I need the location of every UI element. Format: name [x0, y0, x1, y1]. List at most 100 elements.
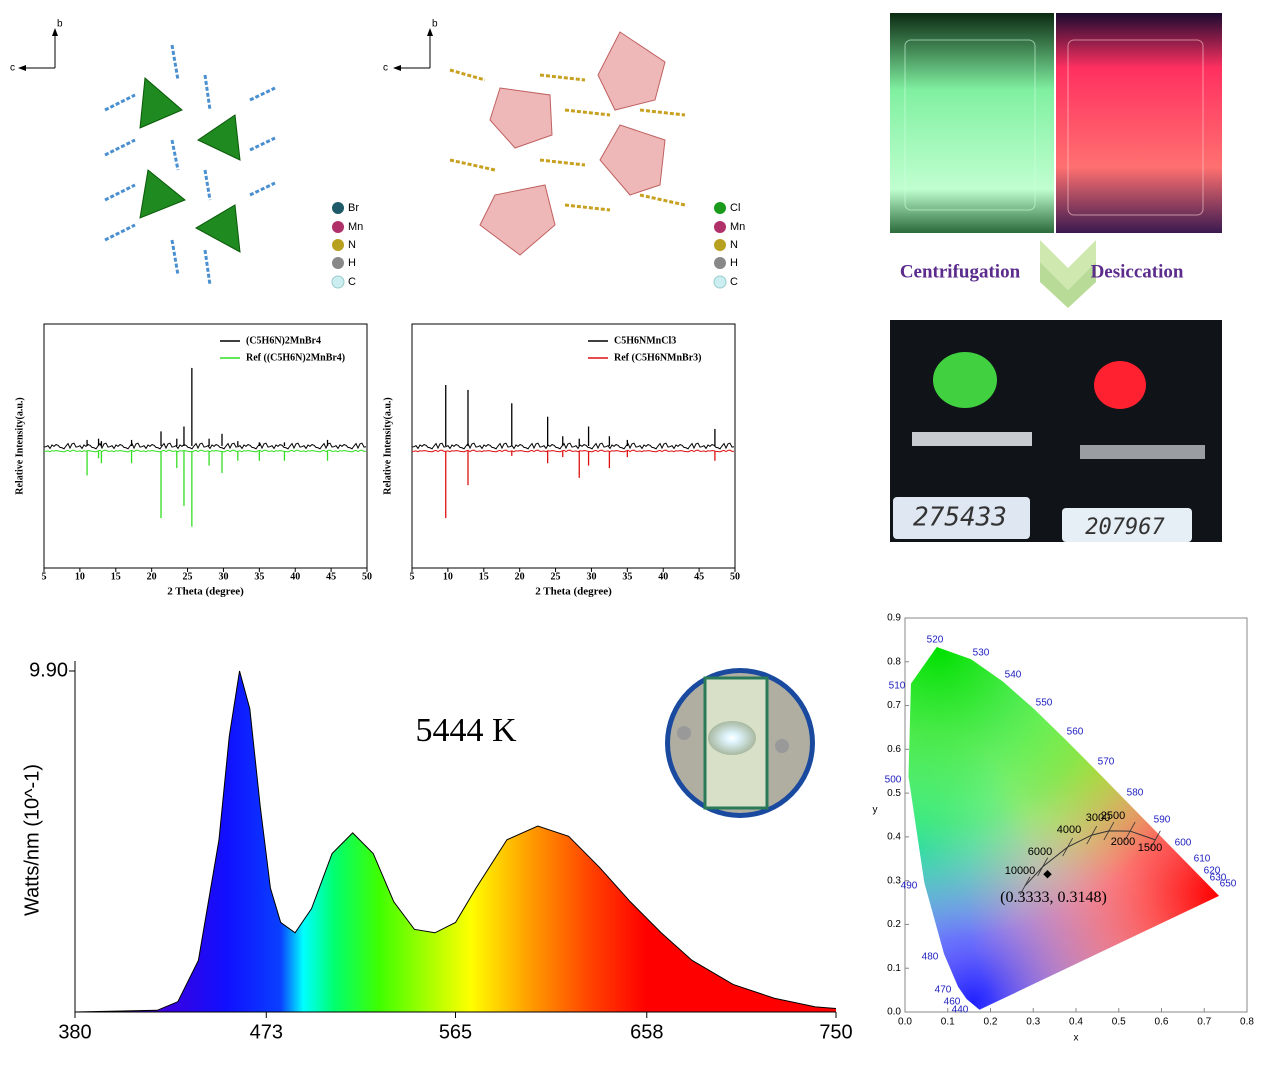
crystal-structure-left: b c: [10, 19, 276, 286]
y-tick-label: 0.1: [887, 963, 901, 974]
wavelength-label: 560: [1067, 727, 1084, 738]
led-photo: [665, 668, 815, 818]
legend-label: N: [730, 239, 738, 251]
display: [1062, 508, 1192, 542]
y-tick-label: 0.7: [887, 700, 901, 711]
chromaticity-point: [1043, 869, 1052, 879]
x-tick-label: 25: [551, 571, 561, 582]
green-powder: [933, 352, 997, 408]
isotherm: [1037, 857, 1049, 876]
legend-label: H: [348, 257, 356, 269]
x-tick-label: 35: [622, 571, 632, 582]
atom-legend-right: Cl Mn N H C: [713, 202, 745, 289]
x-tick-label: 10: [75, 571, 85, 582]
x-tick-label: 0.7: [1197, 1017, 1211, 1028]
legend-label: C: [730, 276, 738, 288]
y-tick-label: 0.9: [887, 613, 901, 624]
baseline-noise: [411, 449, 735, 453]
tetrahedron: [196, 114, 241, 161]
wavelength-label: 610: [1194, 854, 1211, 865]
tetrahedron: [139, 169, 186, 219]
x-tick-label: 658: [630, 1021, 663, 1043]
x-tick-label: 0.3: [1026, 1017, 1040, 1028]
legend-label: Ref ((C5H6N)2MnBr4): [246, 352, 345, 363]
beaker: [1067, 39, 1204, 216]
wavelength-label: 650: [1220, 879, 1237, 890]
legend-label: N: [348, 239, 356, 251]
atom: [714, 257, 726, 269]
annotation: 5444 K: [415, 712, 517, 749]
x-tick-label: 0.2: [984, 1017, 998, 1028]
cct-label: 10000: [1005, 865, 1036, 877]
spectrum-area: [75, 671, 836, 1012]
wavelength-label: 530: [973, 648, 990, 659]
y-tick-label: 0.3: [887, 875, 901, 886]
wavelength-label: 480: [922, 952, 939, 963]
y-tick-label: 0.0: [887, 1007, 901, 1018]
x-tick-label: 473: [250, 1021, 283, 1043]
x-tick-label: 0.4: [1069, 1017, 1083, 1028]
photo-green: [890, 13, 1054, 233]
atom: [332, 221, 344, 233]
x-tick-label: 10: [443, 571, 453, 582]
baseline-noise: [43, 449, 367, 453]
plot-frame: [43, 323, 368, 569]
wavelength-label: 580: [1127, 788, 1144, 799]
wavelength-label: 550: [1036, 698, 1053, 709]
legend-label: C: [348, 276, 356, 288]
step-label: Centrifugation: [900, 261, 1021, 282]
screw: [775, 739, 789, 753]
legend-label: Mn: [348, 221, 363, 233]
x-tick-label: 40: [290, 571, 300, 582]
beaker: [904, 39, 1036, 211]
x-tick-label: 25: [183, 571, 193, 582]
atom: [331, 275, 345, 289]
isotherm: [1124, 821, 1136, 841]
x-tick-label: 0.5: [1112, 1017, 1126, 1028]
axis-label: b: [57, 19, 63, 30]
baseline-noise: [43, 442, 367, 450]
y-tick-label: 0.5: [887, 788, 901, 799]
photo-powders: 275433 207967: [890, 320, 1222, 542]
wavelength-label: 440: [952, 1005, 969, 1016]
balance-pan: [912, 432, 1032, 446]
x-tick-label: 45: [694, 571, 704, 582]
y-axis-label: Relative Intensity(a.u.): [14, 397, 25, 495]
legend-label: Br: [348, 202, 359, 214]
cct-label: 2500: [1101, 810, 1125, 822]
wavelength-label: 540: [1005, 670, 1022, 681]
atom-legend-left: Br Mn N H C: [331, 202, 363, 289]
wavelength-label: 520: [927, 635, 944, 646]
x-tick-label: 45: [326, 571, 336, 582]
point-label: (0.3333, 0.3148): [1000, 889, 1107, 906]
wavelength-label: 630: [1210, 873, 1227, 884]
balance-reading: 275433: [913, 503, 1007, 533]
x-tick-label: 565: [439, 1021, 472, 1043]
molecules: [449, 68, 686, 212]
legend-label: H: [730, 257, 738, 269]
wavelength-label: 500: [885, 775, 902, 786]
isotherm: [1062, 837, 1074, 857]
x-axis-label: 2 Theta (degree): [167, 586, 244, 598]
atom: [332, 202, 344, 214]
axis-label: b: [432, 19, 438, 30]
step-label: Desiccation: [1091, 261, 1184, 282]
axis-label: c: [383, 63, 388, 74]
crystal-structure-right: b c: [383, 19, 686, 256]
baseline-noise: [411, 442, 735, 450]
wavelength-label: 600: [1175, 838, 1192, 849]
x-tick-label: 15: [479, 571, 489, 582]
isotherm: [1103, 821, 1115, 841]
x-tick-label: 50: [362, 571, 372, 582]
chevron: [1040, 262, 1096, 308]
balance-pan: [1080, 445, 1205, 459]
y-axis-label: Watts/nm (10^-1): [21, 764, 43, 916]
legend-label: C5H6NMnCl3: [614, 335, 676, 346]
photo-red: [1056, 13, 1222, 233]
y-axis-label: Relative Intensity(a.u.): [382, 397, 393, 495]
atom: [714, 221, 726, 233]
x-tick-label: 30: [586, 571, 596, 582]
cct-label: 3000: [1086, 812, 1110, 824]
atom: [332, 257, 344, 269]
